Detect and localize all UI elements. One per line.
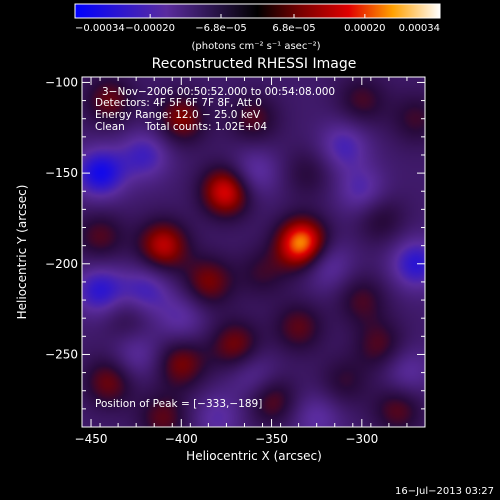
x-tick-label: −350	[255, 432, 288, 446]
energy-range-label: Energy Range: 12.0 − 25.0 keV	[95, 109, 261, 121]
y-tick-label: −250	[45, 347, 78, 361]
colorbar-ticks	[74, 14, 441, 18]
colorbar-tick-labels: −0.00034 −0.00020 −6.8e−05 6.8e−05 0.00020 0.…	[75, 23, 440, 34]
colorbar-tick-label: 0.00034	[399, 23, 440, 34]
x-tick-label: −300	[345, 432, 378, 446]
plot-frame	[81, 76, 426, 428]
clean-label: Clean	[95, 121, 125, 133]
y-axis-ticks: −100 −150 −200 −250	[45, 75, 425, 428]
colorbar-tick-label: −0.00020	[125, 23, 175, 34]
y-tick-label: −150	[45, 166, 78, 180]
time-range-label: 3−Nov−2006 00:50:52.000 to 00:54:08.000	[102, 86, 335, 98]
colorbar-tick-label: 0.00020	[344, 23, 385, 34]
colorbar-unit: (photons cm⁻² s⁻¹ asec⁻²)	[191, 41, 320, 52]
colorbar-tick-label: −6.8e−05	[195, 23, 247, 34]
x-axis-label: Heliocentric X (arcsec)	[186, 449, 322, 463]
colorbar-tick-label: −0.00034	[75, 23, 125, 34]
heatmap-image	[82, 77, 425, 427]
y-axis-label: Heliocentric Y (arcsec)	[15, 185, 29, 320]
detectors-label: Detectors: 4F 5F 6F 7F 8F, Att 0	[95, 97, 262, 109]
peak-position-label: Position of Peak = [−333,−189]	[95, 398, 262, 410]
colorbar	[74, 3, 441, 19]
chart-title: Reconstructed RHESSI Image	[152, 56, 357, 72]
y-tick-label: −200	[45, 257, 78, 271]
x-tick-label: −450	[75, 432, 108, 446]
y-tick-label: −100	[45, 75, 78, 89]
x-tick-label: −400	[165, 432, 198, 446]
x-axis-ticks: −450 −400 −350 −300	[75, 77, 426, 446]
generation-timestamp: 16−Jul−2013 03:27	[395, 486, 494, 497]
total-counts-label: Total counts: 1.02E+04	[144, 121, 267, 133]
colorbar-tick-label: 6.8e−05	[272, 23, 315, 34]
